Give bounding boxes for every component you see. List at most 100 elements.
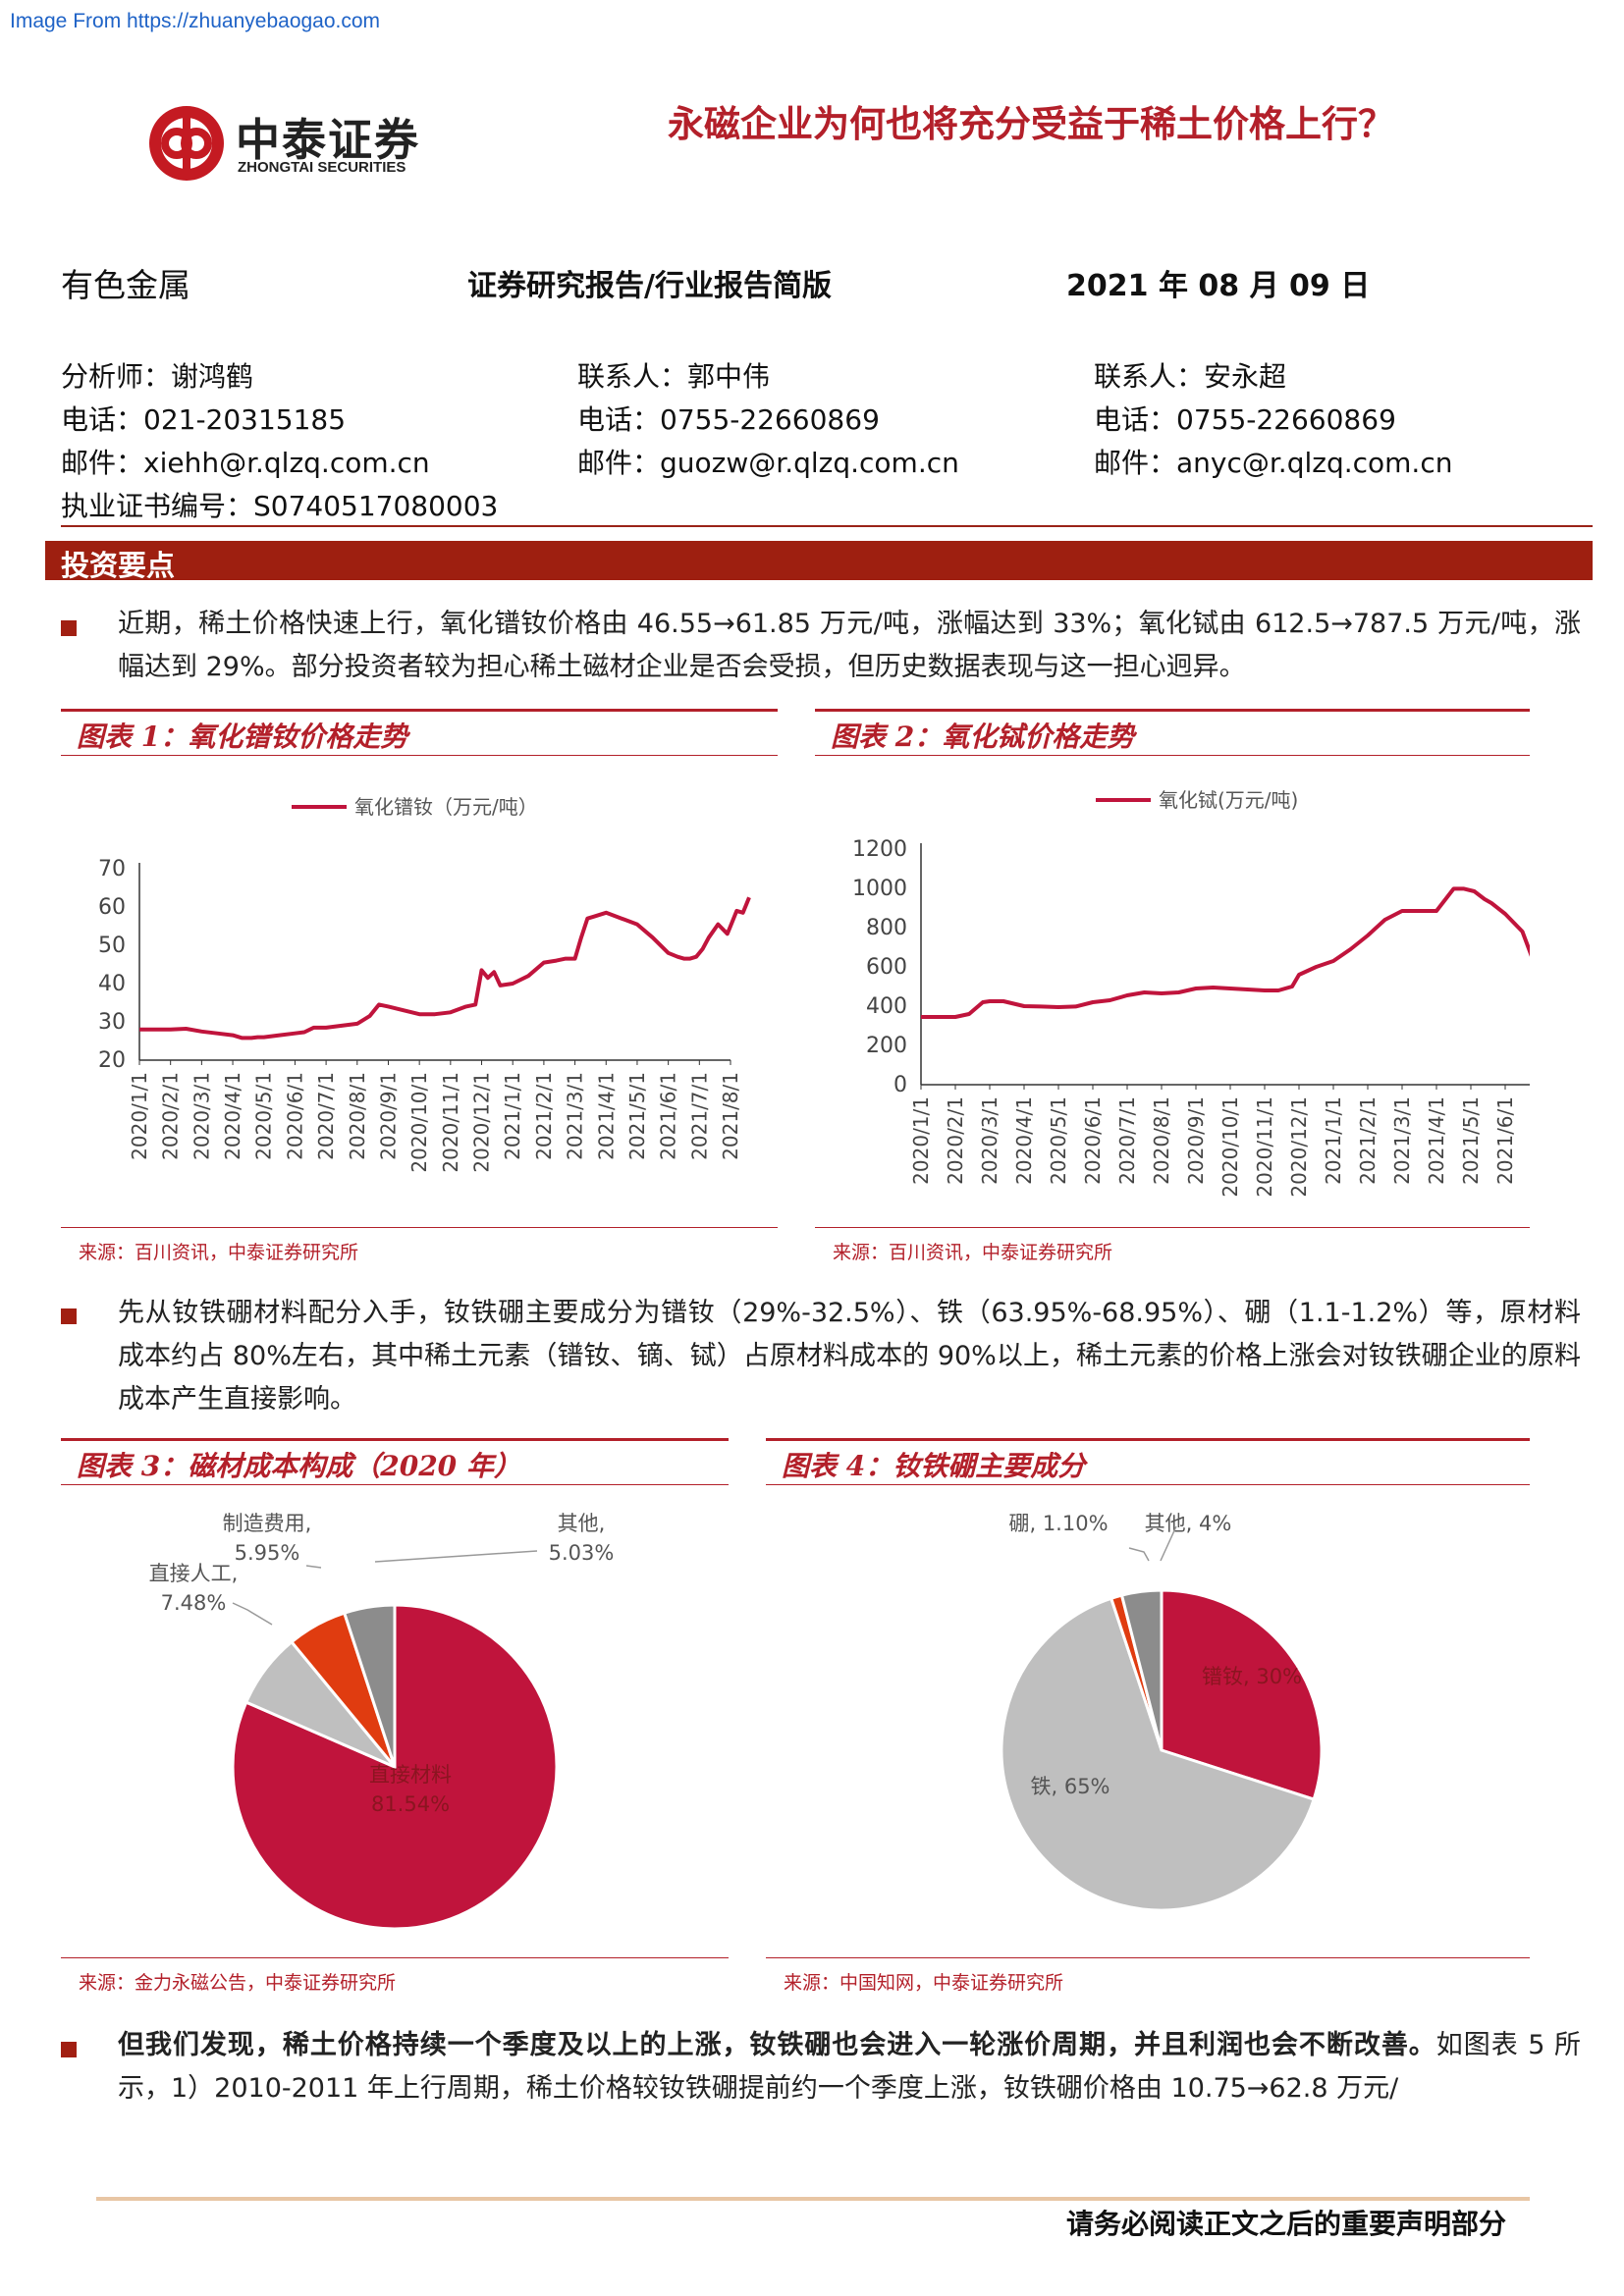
figure-1-footer: 来源：百川资讯，中泰证券研究所: [61, 1227, 778, 1263]
x-tick-label: 2020/6/1: [1081, 1096, 1105, 1185]
x-tick-label: 2020/8/1: [1150, 1096, 1173, 1185]
report-type: 证券研究报告/行业报告简版: [467, 269, 832, 303]
analyst-phone: 电话：021-20315185: [61, 403, 347, 436]
x-tick-label: 2020/10/1: [407, 1072, 431, 1173]
leader-line: [305, 1565, 322, 1569]
x-tick-label: 2021/5/1: [1459, 1096, 1483, 1185]
y-tick-label: 0: [893, 1073, 907, 1097]
x-tick-label: 2021/5/1: [625, 1072, 649, 1160]
x-tick-label: 2021/6/1: [657, 1072, 680, 1160]
x-tick-label: 2021/2/1: [532, 1072, 556, 1160]
contact-phone: 电话：0755-22660869: [577, 403, 880, 436]
contact-person-1: 联系人：郭中伟 电话：0755-22660869 邮件：guozw@r.qlzq…: [577, 355, 959, 485]
logo-text-en: ZHONGTAI SECURITIES: [238, 159, 406, 176]
figure-3-title: 图表 3：磁材成本构成（2020 年）: [77, 1450, 521, 1482]
x-tick-label: 2021/1/1: [1322, 1096, 1345, 1185]
x-tick-label: 2020/4/1: [221, 1072, 244, 1160]
bullet-square-icon: [61, 620, 77, 636]
sector-label: 有色金属: [61, 266, 190, 304]
leader-line: [1160, 1525, 1177, 1562]
report-date: 2021 年 08 月 09 日: [1066, 269, 1371, 303]
pie-label: 硼, 1.10%: [1008, 1512, 1108, 1535]
chart-ndfeb-composition-pie: 镨钕, 30% 铁, 65% 硼, 1.10% 其他, 4%: [1000, 1512, 1324, 1912]
figure-2-title: 图表 2：氧化铽价格走势: [831, 721, 1135, 753]
y-tick-label: 600: [866, 955, 907, 980]
contact-person-2: 联系人：安永超 电话：0755-22660869 邮件：anyc@r.qlzq.…: [1094, 355, 1452, 485]
chart-terbium-price: 氧化铽(万元/吨) 0 200 400 600 800 1000 1200 2020/1/1 20…: [852, 788, 1530, 1198]
paragraph-3-emphasis: 但我们发现，稀土价格持续一个季度及以上的上涨，钕铁硼也会进入一轮涨价周期，并且利…: [118, 2030, 1436, 2060]
x-tick-label: 2020/3/1: [189, 1072, 213, 1160]
figure-2-header: 图表 2：氧化铽价格走势: [815, 709, 1530, 756]
series-line: [921, 886, 1530, 1019]
x-tick-label: 2020/7/1: [1115, 1096, 1139, 1185]
y-tick-label: 1200: [852, 837, 907, 862]
figure-3-source: 来源：金力永磁公告，中泰证券研究所: [79, 1972, 397, 1994]
y-tick-label: 60: [98, 895, 126, 920]
pie-value-label: 5.95%: [235, 1541, 300, 1565]
pie-label: 其他,: [558, 1512, 606, 1535]
figure-4-footer: 来源：中国知网，中泰证券研究所: [766, 1957, 1530, 1994]
y-tick-label: 200: [866, 1034, 907, 1058]
y-tick-label: 20: [98, 1048, 126, 1073]
pie-value-label: 5.03%: [549, 1541, 615, 1565]
contact-name: 联系人：郭中伟: [577, 360, 771, 393]
pie-slice: [1160, 1588, 1324, 1801]
paragraph-1: 近期，稀土价格快速上行，氧化镨钕价格由 46.55→61.85 万元/吨，涨幅达…: [118, 609, 1581, 682]
header-divider: [61, 525, 1593, 527]
pie-value-label: 7.48%: [161, 1591, 227, 1615]
pie-label: 铁, 65%: [1030, 1775, 1110, 1798]
legend-label: 氧化铽(万元/吨): [1159, 788, 1298, 812]
legend-label: 氧化镨钕（万元/吨）: [354, 795, 538, 819]
x-tick-label: 2021/8/1: [719, 1072, 742, 1160]
footer-divider: [96, 2197, 1530, 2201]
x-tick-label: 2021/1/1: [501, 1072, 524, 1160]
x-tick-label: 2020/12/1: [470, 1072, 494, 1173]
y-tick-label: 30: [98, 1010, 126, 1035]
x-tick-label: 2021/6/1: [1493, 1096, 1517, 1185]
leader-line: [374, 1550, 538, 1563]
leader-line: [232, 1602, 273, 1626]
y-tick-label: 1000: [852, 877, 907, 901]
analyst-name: 分析师：谢鸿鹤: [61, 360, 254, 393]
x-tick-label: 2021/3/1: [1390, 1096, 1414, 1185]
report-headline: 永磁企业为何也将充分受益于稀土价格上行？: [668, 102, 1394, 145]
x-tick-label: 2020/7/1: [314, 1072, 338, 1160]
x-tick-label: 2020/2/1: [944, 1096, 967, 1185]
logo-emblem-icon: [149, 106, 224, 181]
x-tick-label: 2020/6/1: [283, 1072, 306, 1160]
pie-value-label: 81.54%: [371, 1792, 450, 1816]
contact-phone: 电话：0755-22660869: [1094, 403, 1396, 436]
x-tick-label: 2021/4/1: [1425, 1096, 1448, 1185]
y-tick-label: 40: [98, 972, 126, 996]
pie-label: 制造费用,: [223, 1512, 312, 1535]
analyst-contact: 分析师：谢鸿鹤 电话：021-20315185 邮件：xiehh@r.qlzq.…: [61, 355, 498, 528]
watermark-text: Image From https://zhuanyebaogao.com: [10, 10, 381, 32]
series-line: [139, 896, 751, 1041]
figure-2-footer: 来源：百川资讯，中泰证券研究所: [815, 1227, 1530, 1263]
figure-3-header: 图表 3：磁材成本构成（2020 年）: [61, 1438, 729, 1485]
figure-4-source: 来源：中国知网，中泰证券研究所: [784, 1972, 1064, 1994]
contact-name: 联系人：安永超: [1094, 360, 1287, 393]
figure-1-source: 来源：百川资讯，中泰证券研究所: [79, 1242, 359, 1263]
pie-slice: [1000, 1596, 1317, 1912]
contact-email: 邮件：guozw@r.qlzq.com.cn: [577, 447, 959, 479]
pie-label: 其他, 4%: [1145, 1512, 1232, 1535]
logo-text-cn: 中泰证券: [236, 114, 421, 166]
paragraph-2: 先从钕铁硼材料配分入手，钕铁硼主要成分为镨钕（29%-32.5%）、铁（63.9…: [118, 1298, 1581, 1415]
pie-slice: [342, 1603, 397, 1768]
figure-1-title: 图表 1：氧化镨钕价格走势: [77, 721, 408, 753]
paragraph-3: 但我们发现，稀土价格持续一个季度及以上的上涨，钕铁硼也会进入一轮涨价周期，并且利…: [118, 2024, 1581, 2110]
figure-2-source: 来源：百川资讯，中泰证券研究所: [833, 1242, 1113, 1263]
chart-magnet-cost-pie: 直接材料 81.54% 直接人工, 7.48% 制造费用, 5.95% 其他, 5.03%: [149, 1512, 615, 1931]
figure-3-footer: 来源：金力永磁公告，中泰证券研究所: [61, 1957, 729, 1994]
pie-label: 直接材料: [369, 1763, 452, 1787]
analyst-license: 执业证书编号：S0740517080003: [61, 490, 499, 522]
x-tick-label: 2020/9/1: [1184, 1096, 1208, 1185]
x-tick-label: 2020/4/1: [1012, 1096, 1036, 1185]
y-tick-label: 800: [866, 916, 907, 940]
x-tick-label: 2020/3/1: [978, 1096, 1001, 1185]
contact-email: 邮件：anyc@r.qlzq.com.cn: [1094, 447, 1453, 479]
bullet-square-icon: [61, 2042, 77, 2057]
y-tick-label: 400: [866, 994, 907, 1019]
